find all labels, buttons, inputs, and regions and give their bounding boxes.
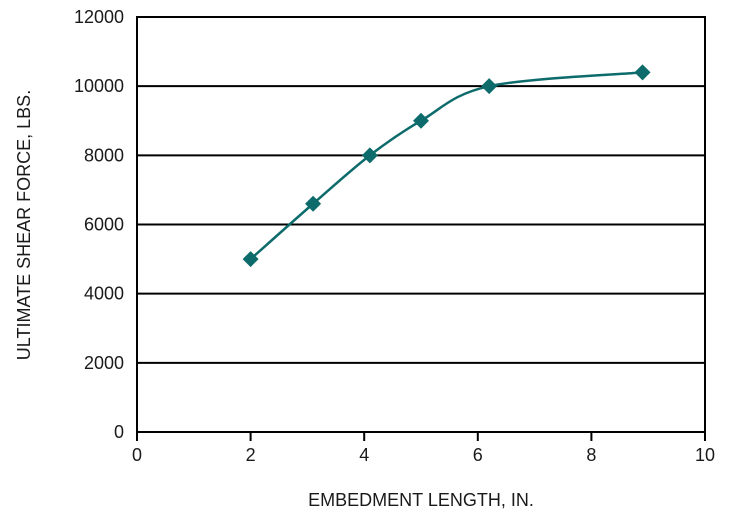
tick-labels: 0 2 4 6 8 10 0 2000 4000 6000 8000 10000 12000 — [74, 7, 715, 465]
y-axis-title: ULTIMATE SHEAR FORCE, LBS. — [14, 90, 34, 360]
data-point-4.1-8000 — [361, 147, 378, 164]
axes — [136, 16, 706, 441]
x-tick-label-10: 10 — [695, 445, 715, 465]
gridlines — [137, 85, 705, 364]
x-axis-title: EMBEDMENT LENGTH, IN. — [308, 490, 534, 510]
data-point-2-5000 — [242, 251, 259, 268]
y-tick-label-12000: 12000 — [74, 7, 124, 27]
data-point-3.1-6600 — [305, 195, 322, 212]
x-tick-label-2: 2 — [246, 445, 256, 465]
data-point-6.2-10000 — [481, 78, 498, 95]
series — [242, 64, 651, 268]
data-point-5-9000 — [413, 112, 429, 129]
plot-frame — [136, 16, 706, 433]
data-point-8.9-10400 — [634, 64, 651, 81]
y-tick-label-0: 0 — [114, 422, 124, 442]
series-line-0 — [249, 71, 643, 261]
x-tick-label-0: 0 — [132, 445, 142, 465]
y-tick-label-6000: 6000 — [84, 215, 124, 235]
x-tick-label-8: 8 — [586, 445, 596, 465]
x-tick-label-6: 6 — [473, 445, 483, 465]
y-tick-label-4000: 4000 — [84, 284, 124, 304]
y-tick-label-8000: 8000 — [84, 145, 124, 165]
x-tick-label-4: 4 — [359, 445, 369, 465]
y-tick-label-10000: 10000 — [74, 76, 124, 96]
y-tick-label-2000: 2000 — [84, 353, 124, 373]
